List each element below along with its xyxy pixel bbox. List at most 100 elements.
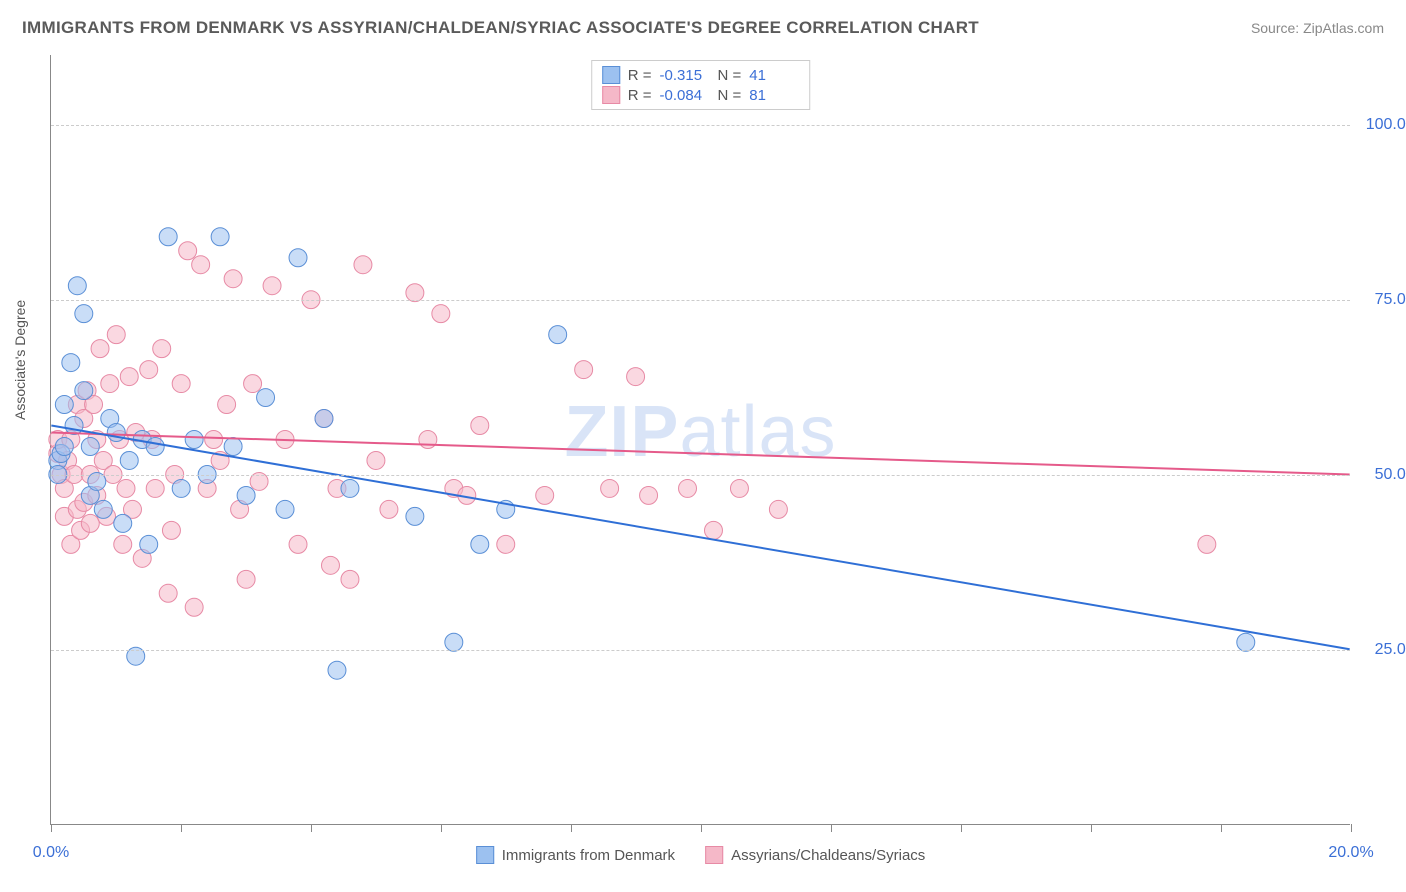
data-point [211, 228, 229, 246]
y-tick-label: 25.0% [1375, 641, 1406, 659]
stats-row-denmark: R = -0.315 N = 41 [602, 65, 800, 85]
data-point [91, 340, 109, 358]
n-value-denmark: 41 [749, 67, 799, 84]
x-tick [441, 824, 442, 832]
x-tick [701, 824, 702, 832]
data-point [601, 479, 619, 497]
legend-item-assyrian: Assyrians/Chaldeans/Syriacs [705, 846, 925, 864]
data-point [237, 570, 255, 588]
swatch-denmark [602, 66, 620, 84]
data-point [68, 277, 86, 295]
r-label: R = [628, 67, 652, 84]
regression-line [51, 433, 1349, 475]
data-point [185, 598, 203, 616]
data-point [237, 486, 255, 504]
n-label: N = [718, 67, 742, 84]
y-tick-label: 100.0% [1366, 116, 1406, 134]
data-point [257, 389, 275, 407]
y-axis-label: Associate's Degree [12, 300, 28, 420]
data-point [289, 535, 307, 553]
swatch-assyrian [602, 86, 620, 104]
r-value-assyrian: -0.084 [660, 87, 710, 104]
data-point [263, 277, 281, 295]
x-tick [1091, 824, 1092, 832]
data-point [153, 340, 171, 358]
data-point [380, 500, 398, 518]
data-point [159, 584, 177, 602]
data-point [179, 242, 197, 260]
chart-title: IMMIGRANTS FROM DENMARK VS ASSYRIAN/CHAL… [22, 18, 979, 38]
data-point [159, 228, 177, 246]
data-point [224, 270, 242, 288]
x-tick [571, 824, 572, 832]
data-point [146, 438, 164, 456]
data-point [549, 326, 567, 344]
data-point [627, 368, 645, 386]
gridline [51, 300, 1350, 301]
bottom-legend: Immigrants from Denmark Assyrians/Chalde… [476, 846, 926, 864]
data-point [406, 284, 424, 302]
data-point [640, 486, 658, 504]
data-point [162, 521, 180, 539]
data-point [120, 368, 138, 386]
n-value-assyrian: 81 [749, 87, 799, 104]
x-tick [1221, 824, 1222, 832]
x-tick [961, 824, 962, 832]
data-point [536, 486, 554, 504]
data-point [471, 535, 489, 553]
n-label: N = [718, 87, 742, 104]
data-point [730, 479, 748, 497]
swatch-assyrian-icon [705, 846, 723, 864]
data-point [341, 479, 359, 497]
gridline [51, 650, 1350, 651]
source-link[interactable]: Source: ZipAtlas.com [1251, 20, 1384, 36]
plot-area: ZIPatlas R = -0.315 N = 41 R = -0.084 N … [50, 55, 1350, 825]
y-tick-label: 50.0% [1375, 466, 1406, 484]
stats-legend-box: R = -0.315 N = 41 R = -0.084 N = 81 [591, 60, 811, 110]
data-point [244, 375, 262, 393]
scatter-svg [51, 55, 1350, 824]
data-point [575, 361, 593, 379]
data-point [1237, 633, 1255, 651]
x-tick [181, 824, 182, 832]
data-point [679, 479, 697, 497]
data-point [55, 438, 73, 456]
data-point [321, 556, 339, 574]
data-point [218, 396, 236, 414]
data-point [224, 438, 242, 456]
data-point [101, 375, 119, 393]
x-tick [51, 824, 52, 832]
data-point [114, 514, 132, 532]
regression-line [51, 426, 1349, 650]
data-point [192, 256, 210, 274]
x-tick-label: 20.0% [1328, 844, 1373, 862]
data-point [769, 500, 787, 518]
gridline [51, 475, 1350, 476]
data-point [1198, 535, 1216, 553]
data-point [140, 361, 158, 379]
data-point [185, 431, 203, 449]
data-point [62, 354, 80, 372]
r-value-denmark: -0.315 [660, 67, 710, 84]
data-point [94, 500, 112, 518]
data-point [75, 305, 93, 323]
data-point [172, 479, 190, 497]
r-label: R = [628, 87, 652, 104]
data-point [81, 438, 99, 456]
x-tick [831, 824, 832, 832]
legend-label-denmark: Immigrants from Denmark [502, 847, 675, 864]
data-point [328, 661, 346, 679]
data-point [146, 479, 164, 497]
x-tick-label: 0.0% [33, 844, 69, 862]
data-point [117, 479, 135, 497]
gridline [51, 125, 1350, 126]
legend-label-assyrian: Assyrians/Chaldeans/Syriacs [731, 847, 925, 864]
data-point [341, 570, 359, 588]
x-tick [1351, 824, 1352, 832]
data-point [471, 417, 489, 435]
data-point [81, 514, 99, 532]
data-point [276, 500, 294, 518]
data-point [107, 326, 125, 344]
data-point [704, 521, 722, 539]
data-point [140, 535, 158, 553]
